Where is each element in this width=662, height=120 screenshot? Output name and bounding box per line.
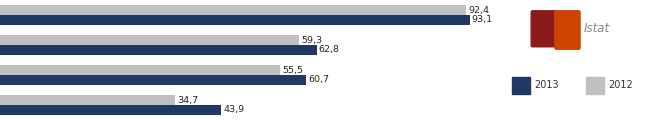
Text: 62,8: 62,8 bbox=[319, 45, 340, 54]
Bar bbox=[0, 65, 280, 75]
Text: 34,7: 34,7 bbox=[177, 96, 198, 105]
Text: 2013: 2013 bbox=[534, 80, 559, 90]
FancyBboxPatch shape bbox=[555, 11, 580, 49]
Text: 59,3: 59,3 bbox=[301, 36, 322, 45]
Bar bbox=[0, 95, 175, 105]
Bar bbox=[0, 15, 469, 25]
Bar bbox=[0, 75, 306, 85]
Text: 55,5: 55,5 bbox=[282, 66, 303, 75]
Text: 93,1: 93,1 bbox=[471, 15, 493, 24]
Text: 60,7: 60,7 bbox=[308, 75, 329, 84]
Bar bbox=[0, 105, 221, 115]
Bar bbox=[587, 77, 604, 94]
Bar bbox=[0, 5, 466, 15]
Text: 2012: 2012 bbox=[608, 80, 633, 90]
Bar bbox=[0, 35, 299, 45]
Bar bbox=[512, 77, 530, 94]
Text: 43,9: 43,9 bbox=[224, 105, 244, 114]
FancyBboxPatch shape bbox=[531, 11, 556, 47]
Text: Istat: Istat bbox=[583, 22, 609, 35]
Text: 92,4: 92,4 bbox=[468, 6, 489, 15]
Bar bbox=[0, 45, 316, 55]
